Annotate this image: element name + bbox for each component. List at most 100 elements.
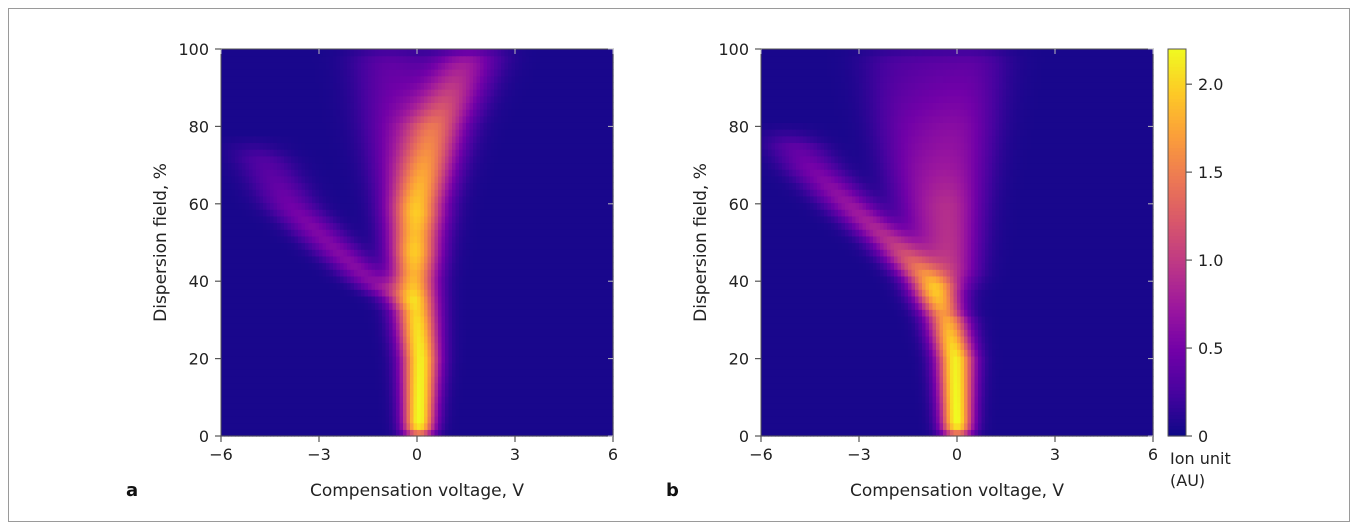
heatmap-cell: [350, 189, 355, 197]
heatmap-cell: [536, 282, 541, 290]
heatmap-cell: [476, 142, 481, 150]
heatmap-cell: [501, 182, 506, 190]
heatmap-cell: [252, 409, 257, 417]
heatmap-cell: [515, 262, 520, 270]
heatmap-cell: [434, 189, 439, 197]
heatmap-cell: [459, 135, 464, 144]
heatmap-cell: [277, 389, 282, 397]
heatmap-cell: [529, 382, 534, 390]
heatmap-cell: [350, 242, 355, 250]
heatmap-cell: [501, 149, 506, 157]
heatmap-cell: [424, 302, 429, 310]
heatmap-cell: [287, 335, 292, 344]
heatmap-cell: [445, 302, 450, 310]
heatmap-cell: [242, 382, 247, 390]
heatmap-cell: [319, 302, 324, 310]
heatmap-cell: [298, 329, 303, 337]
heatmap-cell: [354, 382, 359, 390]
heatmap-cell: [497, 375, 502, 384]
heatmap-cell: [221, 362, 226, 370]
heatmap-cell: [420, 375, 425, 384]
heatmap-cell: [581, 409, 586, 417]
heatmap-cell: [588, 402, 593, 410]
heatmap-cell: [340, 182, 345, 190]
heatmap-cell: [606, 222, 611, 230]
heatmap-cell: [357, 275, 362, 284]
heatmap-cell: [606, 242, 611, 250]
heatmap-cell: [567, 182, 572, 190]
heatmap-cell: [574, 389, 579, 397]
heatmap-cell: [539, 335, 544, 344]
heatmap-cell: [469, 142, 474, 150]
heatmap-cell: [448, 415, 453, 424]
heatmap-cell: [581, 189, 586, 197]
heatmap-cell: [466, 355, 471, 364]
heatmap-cell: [357, 422, 362, 430]
heatmap-cell: [284, 189, 289, 197]
heatmap-cell: [238, 269, 243, 277]
heatmap-cell: [427, 389, 432, 397]
heatmap-cell: [462, 362, 467, 370]
heatmap-cell: [270, 202, 275, 210]
heatmap-cell: [329, 375, 334, 384]
heatmap-cell: [284, 269, 289, 277]
heatmap-cell: [511, 422, 516, 430]
heatmap-cell: [396, 369, 401, 377]
heatmap-cell: [259, 309, 264, 317]
heatmap-cell: [511, 382, 516, 390]
heatmap-cell: [487, 302, 492, 310]
heatmap-cell: [364, 355, 369, 364]
heatmap-cell: [550, 175, 555, 184]
heatmap-cell: [525, 355, 530, 364]
heatmap-cell: [511, 322, 516, 330]
heatmap-cell: [364, 169, 369, 177]
heatmap-cell: [385, 415, 390, 424]
heatmap-cell: [543, 295, 548, 304]
heatmap-cell: [396, 202, 401, 210]
heatmap-cell: [511, 222, 516, 230]
heatmap-cell: [511, 335, 516, 344]
heatmap-cell: [382, 415, 387, 424]
heatmap-cell: [459, 322, 464, 330]
heatmap-cell: [354, 222, 359, 230]
heatmap-cell: [308, 322, 313, 330]
heatmap-cell: [420, 382, 425, 390]
heatmap-cell: [466, 322, 471, 330]
heatmap-cell: [564, 289, 569, 297]
heatmap-cell: [448, 409, 453, 417]
heatmap-cell: [452, 155, 457, 164]
heatmap-cell: [501, 275, 506, 284]
heatmap-cell: [434, 135, 439, 144]
heatmap-cell: [280, 269, 285, 277]
heatmap-cell: [273, 222, 278, 230]
heatmap-cell: [235, 429, 240, 437]
heatmap-cell: [469, 235, 474, 244]
heatmap-cell: [417, 135, 422, 144]
heatmap-cell: [249, 302, 254, 310]
heatmap-cell: [284, 275, 289, 284]
heatmap-cell: [375, 382, 380, 390]
heatmap-cell: [385, 182, 390, 190]
heatmap-cell: [336, 222, 341, 230]
heatmap-cell: [560, 362, 565, 370]
heatmap-cell: [578, 382, 583, 390]
heatmap-cell: [462, 175, 467, 184]
heatmap-cell: [504, 315, 509, 324]
heatmap-cell: [375, 395, 380, 404]
heatmap-cell: [396, 342, 401, 350]
heatmap-cell: [231, 342, 236, 350]
heatmap-cell: [368, 322, 373, 330]
heatmap-cell: [595, 149, 600, 157]
heatmap-cell: [263, 155, 268, 164]
heatmap-cell: [490, 182, 495, 190]
heatmap-cell: [420, 202, 425, 210]
heatmap-cell: [483, 169, 488, 177]
heatmap-cell: [238, 369, 243, 377]
heatmap-cell: [399, 342, 404, 350]
heatmap-cell: [515, 215, 520, 224]
heatmap-cell: [413, 189, 418, 197]
heatmap-cell: [564, 315, 569, 324]
heatmap-cell: [410, 195, 415, 204]
heatmap-cell: [602, 369, 607, 377]
heatmap-cell: [263, 375, 268, 384]
